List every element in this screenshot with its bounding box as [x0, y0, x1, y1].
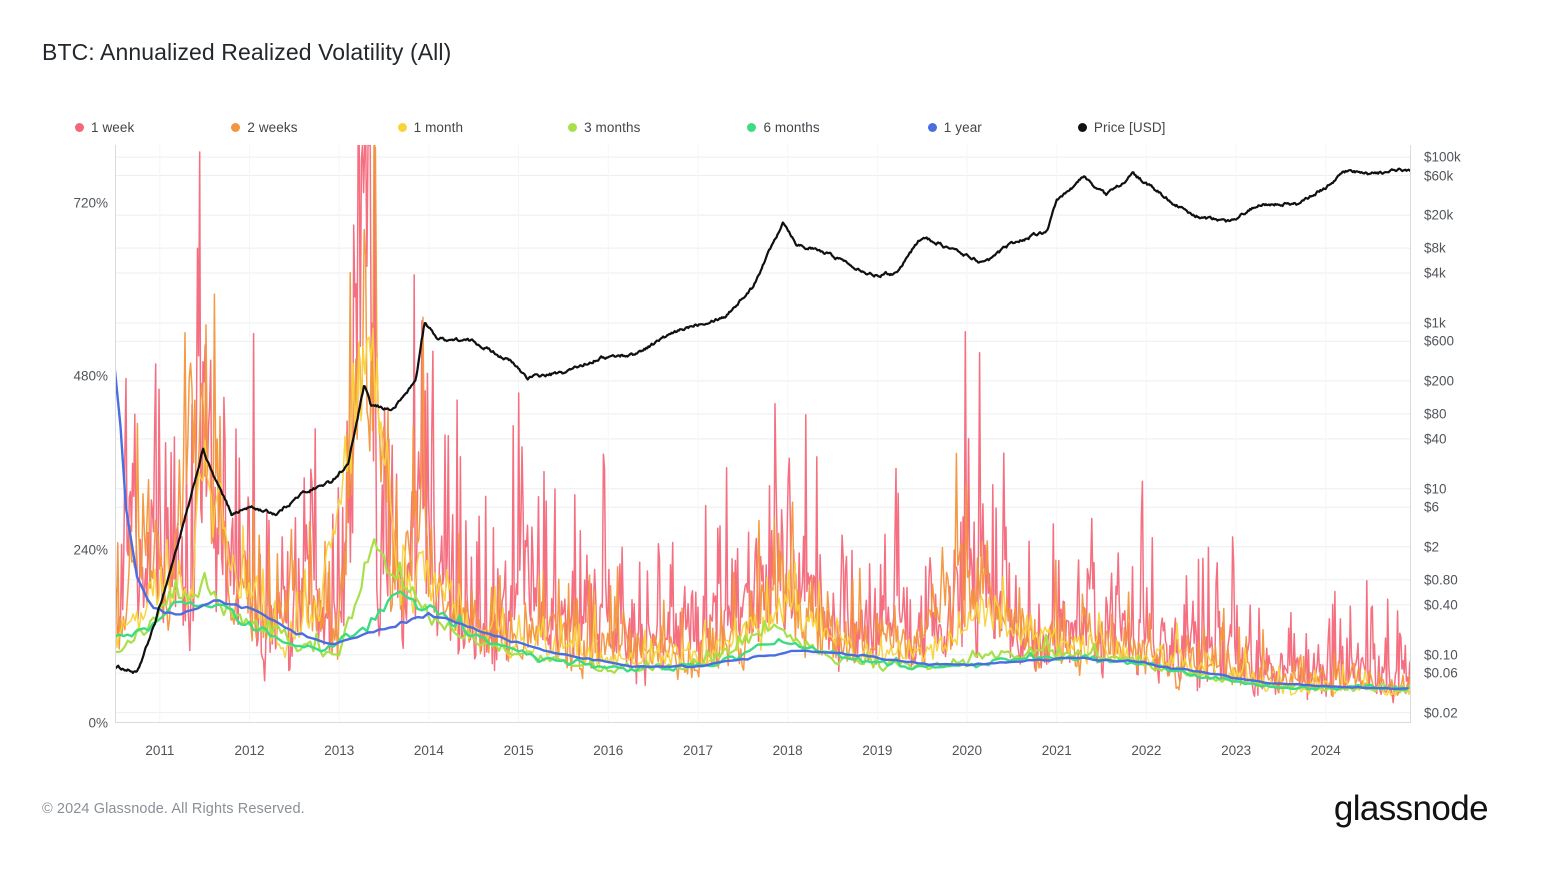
x-axis-years: 2011 2012 2013 2014 2015 2016 2017 2018 2019 2020…	[115, 743, 1411, 765]
y-axis-right-tick: $0.02	[1424, 705, 1458, 721]
series-line-m6	[115, 590, 1410, 692]
x-axis-tick: 2015	[503, 743, 534, 758]
legend-dot-w1-icon	[75, 122, 84, 132]
y-axis-left: 0% 240% 480% 720%	[0, 145, 108, 730]
legend-dot-m3-icon	[568, 122, 578, 132]
legend-dot-y1-icon	[927, 122, 937, 132]
plot-area[interactable]	[115, 145, 1411, 723]
x-axis-tick: 2014	[413, 743, 444, 758]
legend-item-y1[interactable]: 1 year	[927, 119, 982, 135]
x-axis-tick: 2019	[862, 743, 893, 758]
y-axis-right-tick: $0.06	[1424, 665, 1458, 681]
x-axis-tick: 2022	[1131, 743, 1162, 758]
legend-item-m3[interactable]: 3 months	[568, 120, 640, 135]
legend-dot-w2-icon	[231, 122, 241, 132]
y-axis-right-price: $100k $60k $20k $8k $4k $1k $600 $200 $80 $40 $10 $…	[1424, 145, 1544, 723]
y-axis-right-tick: $0.80	[1424, 572, 1458, 588]
legend-item-m1[interactable]: 1 month	[397, 119, 464, 135]
x-axis-tick: 2020	[952, 743, 983, 758]
y-axis-left-tick: 480%	[73, 368, 108, 384]
y-axis-left-tick: 240%	[73, 542, 108, 558]
x-axis-tick: 2023	[1221, 743, 1252, 758]
series-line-m1	[115, 327, 1411, 697]
series-line-price	[115, 167, 1411, 674]
y-axis-right-tick: $60k	[1424, 168, 1454, 183]
y-axis-right-tick: $10	[1424, 481, 1447, 497]
x-axis-tick: 2013	[324, 743, 355, 758]
plot-axis-line-bottom	[115, 722, 1411, 723]
legend-dot-m6-icon	[747, 122, 757, 132]
x-axis-tick: 2016	[593, 743, 624, 758]
plot-axis-line-left	[115, 145, 116, 723]
y-axis-right-tick: $6	[1424, 499, 1440, 515]
legend-label-y1: 1 year	[943, 119, 982, 135]
y-axis-right-tick: $1k	[1424, 315, 1446, 331]
y-axis-right-tick: $4k	[1424, 265, 1446, 281]
x-axis-tick: 2012	[234, 743, 265, 758]
legend-label-w1: 1 week	[91, 119, 135, 135]
legend-item-w1[interactable]: 1 week	[75, 120, 134, 135]
legend-dot-m1-icon	[397, 122, 407, 132]
x-axis-tick: 2017	[682, 743, 713, 758]
page-title: BTC: Annualized Realized Volatility (All…	[42, 39, 452, 65]
legend-label-m6: 6 months	[763, 119, 820, 135]
x-axis-tick: 2024	[1310, 743, 1341, 758]
series-line-w2	[115, 145, 1411, 698]
legend-label-price: Price [USD]	[1093, 119, 1166, 135]
glassnode-logo: glassnode	[1333, 789, 1489, 828]
series-line-m3	[115, 538, 1409, 693]
chart-legend: 1 week 2 weeks 1 month 3 months 6 months 1 ye…	[75, 118, 1166, 136]
legend-label-m3: 3 months	[584, 119, 641, 135]
legend-item-price[interactable]: Price [USD]	[1077, 119, 1166, 135]
x-axis-tick: 2011	[145, 743, 175, 758]
y-axis-right-tick: $2	[1424, 539, 1440, 555]
legend-item-m6[interactable]: 6 months	[747, 119, 820, 135]
y-axis-right-tick: $20k	[1424, 207, 1454, 223]
legend-label-m1: 1 month	[413, 119, 464, 135]
y-axis-left-tick: 720%	[73, 195, 108, 211]
series-line-y1	[115, 369, 1409, 691]
legend-label-w2: 2 weeks	[247, 119, 298, 135]
y-axis-right-tick: $40	[1424, 431, 1447, 447]
y-axis-right-tick: $8k	[1424, 240, 1446, 256]
y-axis-right-tick: $600	[1424, 333, 1455, 349]
legend-item-w2[interactable]: 2 weeks	[231, 119, 298, 135]
legend-dot-price-icon	[1077, 122, 1087, 132]
y-axis-right-tick: $100k	[1424, 149, 1461, 165]
y-axis-right-tick: $0.10	[1424, 647, 1458, 663]
x-axis-tick: 2021	[1041, 743, 1072, 758]
chart-canvas[interactable]	[115, 145, 1411, 723]
x-axis-tick: 2018	[772, 743, 803, 758]
y-axis-left-tick: 0%	[88, 715, 108, 731]
y-axis-right-tick: $80	[1424, 406, 1447, 422]
y-axis-right-tick: $0.40	[1424, 597, 1458, 613]
copyright-text: © 2024 Glassnode. All Rights Reserved.	[42, 801, 305, 817]
plot-axis-line-right	[1410, 145, 1411, 723]
y-axis-right-tick: $200	[1424, 373, 1455, 389]
